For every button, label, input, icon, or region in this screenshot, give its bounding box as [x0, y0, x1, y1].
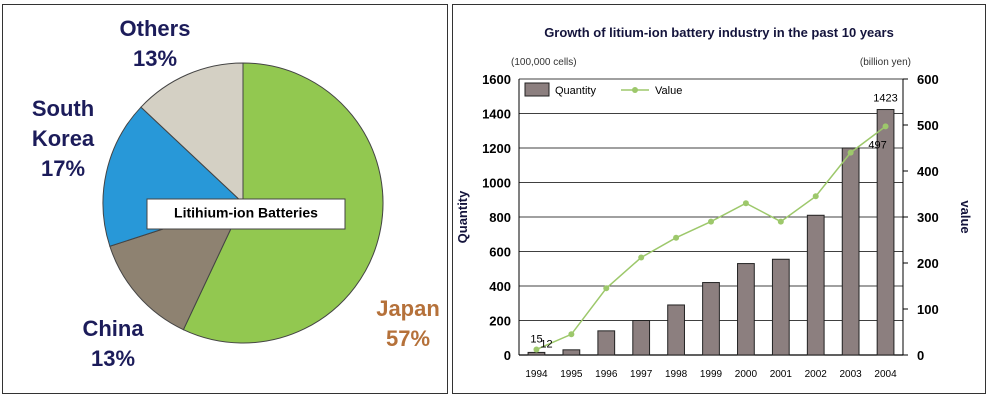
left-axis-unit: (100,000 cells) [511, 57, 577, 68]
x-tick-label: 1997 [630, 369, 653, 380]
legend-label-value: Value [655, 85, 682, 97]
y-tick-label: 1200 [482, 141, 511, 156]
bar-2001 [771, 258, 790, 356]
bar-1995 [562, 349, 581, 356]
value-point-2003 [847, 149, 854, 156]
x-tick-label: 2002 [805, 369, 828, 380]
bar-1999 [702, 282, 720, 356]
value-point-2000 [742, 200, 749, 207]
y-tick-label: 1600 [482, 72, 511, 87]
y-tick-label: 400 [489, 279, 511, 294]
slice-name-label: South [32, 96, 94, 121]
value-point-1998 [673, 234, 680, 241]
y2-tick-label: 200 [917, 256, 939, 271]
y2-tick-label: 600 [917, 72, 939, 87]
pie-chart-panel: Japan 57% China 13% South Korea 17% Others 13% Li… [2, 4, 448, 394]
value-point-1999 [708, 218, 714, 225]
x-tick-label: 2000 [735, 369, 758, 380]
value-point-1996 [603, 285, 610, 292]
x-tick-label: 1998 [665, 369, 688, 380]
y2-tick-label: 400 [917, 164, 939, 179]
slice-percent-label: 57% [386, 326, 430, 351]
pie-slice [109, 202, 244, 331]
chart-title: Growth of litium-ion battery industry in… [544, 25, 894, 40]
x-tick-label: 2004 [874, 369, 897, 380]
x-tick-label: 1994 [525, 369, 548, 380]
bar-chart-panel: Growth of litium-ion battery industry in… [452, 4, 986, 394]
bar-1998 [667, 304, 685, 356]
slice-name-label: Korea [32, 126, 95, 151]
x-tick-label: 1999 [700, 369, 723, 380]
slice-percent-label: 13% [91, 346, 135, 371]
x-tick-label: 1995 [560, 369, 583, 380]
data-label: 1423 [873, 93, 897, 105]
bar-2003 [841, 147, 860, 356]
y-axis-title: Quantity [455, 190, 470, 243]
y-tick-label: 600 [489, 245, 511, 260]
bar-line-chart: Growth of litium-ion battery industry in… [455, 25, 973, 380]
data-label: 12 [540, 338, 552, 350]
slice-name-label: China [82, 316, 144, 341]
center-label: Litihium-ion Batteries [174, 205, 318, 221]
slice-percent-label: 13% [133, 46, 177, 71]
slice-percent-label: 17% [41, 156, 85, 181]
bar-2000 [737, 263, 755, 356]
x-tick-label: 2001 [770, 369, 793, 380]
value-point-2001 [777, 218, 784, 225]
pie-chart: Japan 57% China 13% South Korea 17% Others 13% Li… [32, 16, 440, 371]
y2-axis-title: value [958, 200, 973, 233]
slice-name-label: Others [120, 16, 191, 41]
bar-1996 [597, 330, 616, 356]
bar-1994 [527, 351, 546, 356]
y2-tick-label: 300 [917, 210, 939, 225]
legend-swatch-quantity [524, 82, 550, 97]
y-tick-label: 1000 [482, 176, 511, 191]
y2-tick-label: 100 [917, 302, 939, 317]
value-point-2004 [882, 123, 889, 130]
slice-name-label: Japan [376, 296, 440, 321]
right-axis-unit: (billion yen) [860, 57, 911, 68]
y2-tick-label: 0 [917, 348, 924, 363]
y-tick-label: 0 [504, 348, 511, 363]
center-label-box [146, 198, 346, 230]
legend-marker-value [632, 87, 638, 93]
legend-label-quantity: Quantity [555, 85, 596, 97]
bar-2002 [806, 214, 825, 356]
value-point-1997 [638, 254, 645, 261]
y-tick-label: 200 [489, 314, 511, 329]
pie-slice [140, 62, 244, 205]
y-tick-label: 800 [489, 210, 511, 225]
data-label: 15 [530, 333, 542, 345]
y2-tick-label: 500 [917, 118, 939, 133]
data-label: 497 [868, 139, 886, 151]
value-point-1994 [533, 346, 540, 353]
x-tick-label: 1996 [595, 369, 618, 380]
value-point-1995 [568, 331, 575, 338]
bar-1997 [632, 320, 651, 356]
value-point-2002 [812, 193, 819, 200]
y-tick-label: 1400 [482, 107, 511, 122]
x-tick-label: 2003 [840, 369, 863, 380]
bar-2004 [876, 109, 895, 356]
